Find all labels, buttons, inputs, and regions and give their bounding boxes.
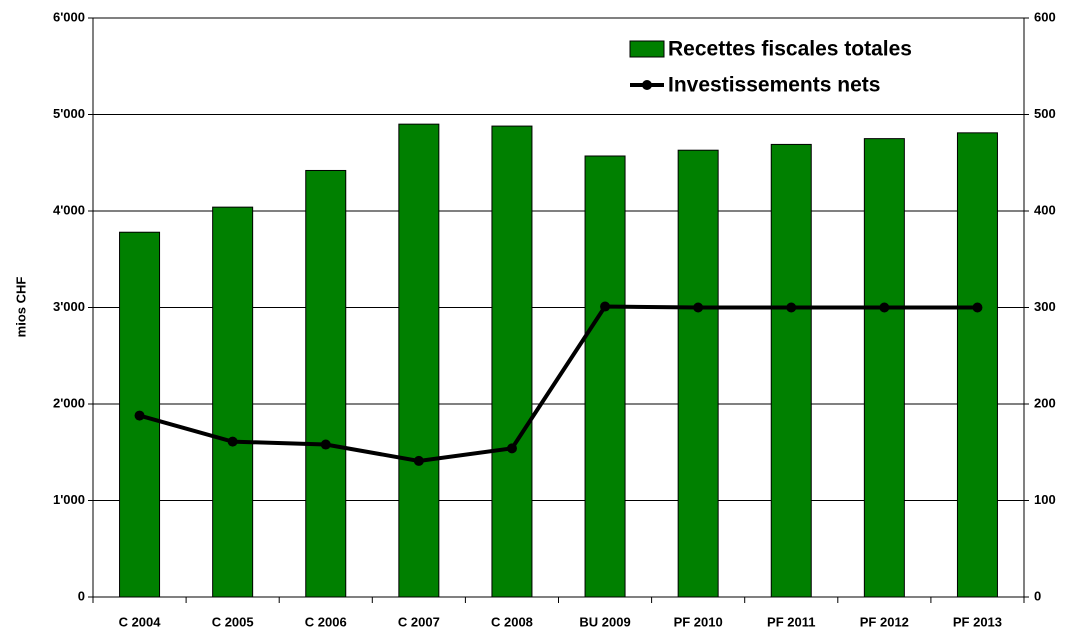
- x-tick-label: BU 2009: [579, 614, 630, 629]
- y2-tick-label: 0: [1034, 588, 1041, 603]
- bar: [863, 138, 905, 598]
- x-tick-label: PF 2012: [860, 614, 909, 629]
- line-marker: [693, 302, 704, 313]
- bar: [584, 155, 626, 598]
- x-tick-label: PF 2010: [674, 614, 723, 629]
- bar: [398, 123, 440, 598]
- x-tick-label: PF 2013: [953, 614, 1002, 629]
- x-tick-label: C 2006: [305, 614, 347, 629]
- x-tick-label: C 2005: [212, 614, 254, 629]
- line-marker: [972, 302, 983, 313]
- y-tick-label: 6'000: [53, 9, 85, 24]
- bar: [956, 132, 998, 598]
- bar: [212, 206, 254, 598]
- y-axis-label: mios CHF: [13, 277, 28, 338]
- y2-tick-label: 300: [1034, 299, 1056, 314]
- y2-tick-label: 500: [1034, 106, 1056, 121]
- x-tick-label: C 2007: [398, 614, 440, 629]
- bar: [677, 149, 719, 598]
- y2-tick-label: 200: [1034, 395, 1056, 410]
- legend-swatch: [629, 40, 665, 58]
- x-tick-label: PF 2011: [767, 614, 815, 629]
- y2-tick-label: 100: [1034, 492, 1056, 507]
- y-tick-label: 1'000: [53, 492, 85, 507]
- line-marker: [786, 302, 797, 313]
- line-marker: [413, 455, 424, 466]
- line-marker: [320, 439, 331, 450]
- line: [139, 304, 978, 463]
- y-tick-label: 3'000: [53, 299, 85, 314]
- x-tick-label: C 2004: [119, 614, 162, 629]
- line-marker: [506, 443, 517, 454]
- x-tick-label: C 2008: [491, 614, 533, 629]
- y-tick-label: 2'000: [53, 395, 85, 410]
- line-marker: [227, 436, 238, 447]
- legend-swatch-marker: [642, 80, 652, 90]
- y2-tick-label: 600: [1034, 9, 1056, 24]
- y-tick-label: 5'000: [53, 106, 85, 121]
- bar: [770, 143, 812, 598]
- legend-label: Investissements nets: [668, 74, 880, 97]
- line-marker: [134, 410, 145, 421]
- y2-tick-label: 400: [1034, 202, 1056, 217]
- y-tick-label: 4'000: [53, 202, 85, 217]
- y-tick-label: 0: [78, 588, 85, 603]
- line-marker: [879, 302, 890, 313]
- bar: [491, 125, 533, 598]
- legend-label: Recettes fiscales totales: [668, 38, 912, 61]
- line-marker: [600, 301, 611, 312]
- bar: [305, 169, 347, 598]
